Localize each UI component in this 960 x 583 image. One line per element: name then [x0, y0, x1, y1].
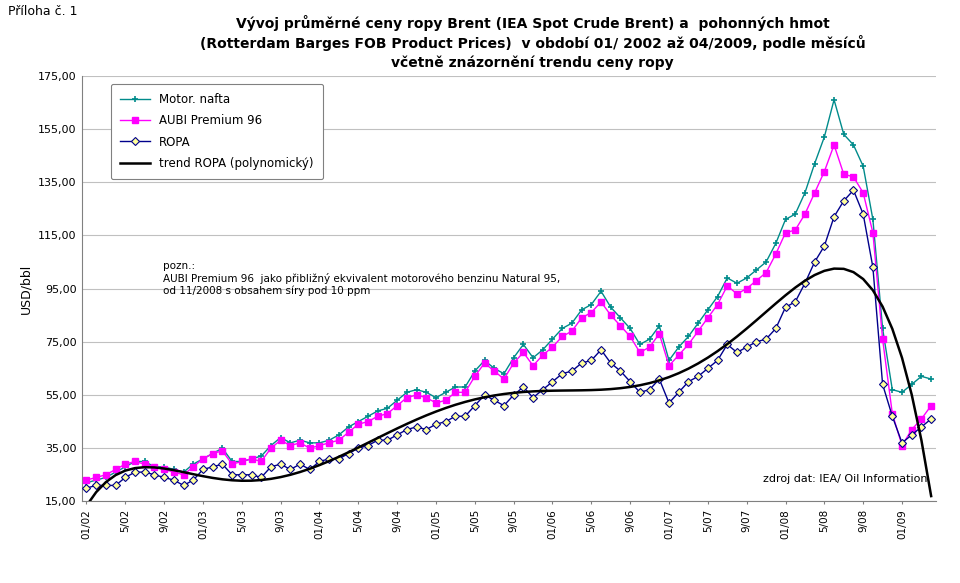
trend ROPA (polynomický) [324, 458, 335, 465]
Text: pozn.:
AUBI Premium 96  jako přibližný ekvivalent motorového benzinu Natural 95,: pozn.: AUBI Premium 96 jako přibližný ek… [163, 261, 560, 296]
Motor. nafta [925, 375, 937, 382]
Motor. nafta [576, 307, 588, 314]
Motor. nafta [100, 474, 111, 481]
Motor. nafta [828, 96, 840, 103]
AUBI Premium 96 [314, 442, 325, 449]
Legend: Motor. nafta, AUBI Premium 96, ROPA, trend ROPA (polynomický): Motor. nafta, AUBI Premium 96, ROPA, tre… [110, 83, 324, 179]
Motor. nafta [314, 440, 325, 447]
trend ROPA (polynomický) [100, 479, 111, 486]
Text: zdroj dat: IEA/ Oil Information: zdroj dat: IEA/ Oil Information [763, 475, 927, 484]
Line: trend ROPA (polynomický): trend ROPA (polynomický) [86, 269, 931, 506]
AUBI Premium 96 [498, 375, 510, 382]
Line: Motor. nafta: Motor. nafta [83, 96, 935, 486]
trend ROPA (polynomický) [81, 503, 92, 510]
Text: (Rotterdam Barges FOB Product Prices)  v období 01/ 2002 až 04/2009, podle měsíc: (Rotterdam Barges FOB Product Prices) v … [200, 35, 866, 51]
trend ROPA (polynomický) [828, 265, 840, 272]
ROPA [848, 187, 859, 194]
AUBI Premium 96 [100, 471, 111, 478]
ROPA [81, 484, 92, 491]
ROPA [498, 402, 510, 409]
trend ROPA (polynomický) [876, 303, 888, 310]
trend ROPA (polynomický) [576, 387, 588, 394]
Line: AUBI Premium 96: AUBI Premium 96 [84, 142, 934, 483]
Motor. nafta [876, 325, 888, 332]
ROPA [576, 360, 588, 367]
ROPA [324, 455, 335, 462]
ROPA [314, 458, 325, 465]
Text: včetně znázornění trendu ceny ropy: včetně znázornění trendu ceny ropy [392, 55, 674, 70]
AUBI Premium 96 [828, 142, 840, 149]
AUBI Premium 96 [576, 314, 588, 321]
trend ROPA (polynomický) [314, 462, 325, 469]
AUBI Premium 96 [324, 440, 335, 447]
Text: Vývoj průměrné ceny ropy Brent (IEA Spot Crude Brent) a  pohonných hmot: Vývoj průměrné ceny ropy Brent (IEA Spot… [236, 15, 829, 30]
ROPA [876, 381, 888, 388]
AUBI Premium 96 [81, 477, 92, 484]
Y-axis label: USD/bbl: USD/bbl [19, 264, 33, 314]
ROPA [925, 416, 937, 423]
trend ROPA (polynomický) [498, 391, 510, 398]
Motor. nafta [81, 479, 92, 486]
Line: ROPA: ROPA [84, 187, 934, 491]
Motor. nafta [498, 370, 510, 377]
Text: Příloha č. 1: Příloha č. 1 [8, 5, 77, 17]
trend ROPA (polynomický) [925, 493, 937, 500]
AUBI Premium 96 [876, 336, 888, 343]
ROPA [100, 482, 111, 489]
AUBI Premium 96 [925, 402, 937, 409]
Motor. nafta [324, 437, 335, 444]
